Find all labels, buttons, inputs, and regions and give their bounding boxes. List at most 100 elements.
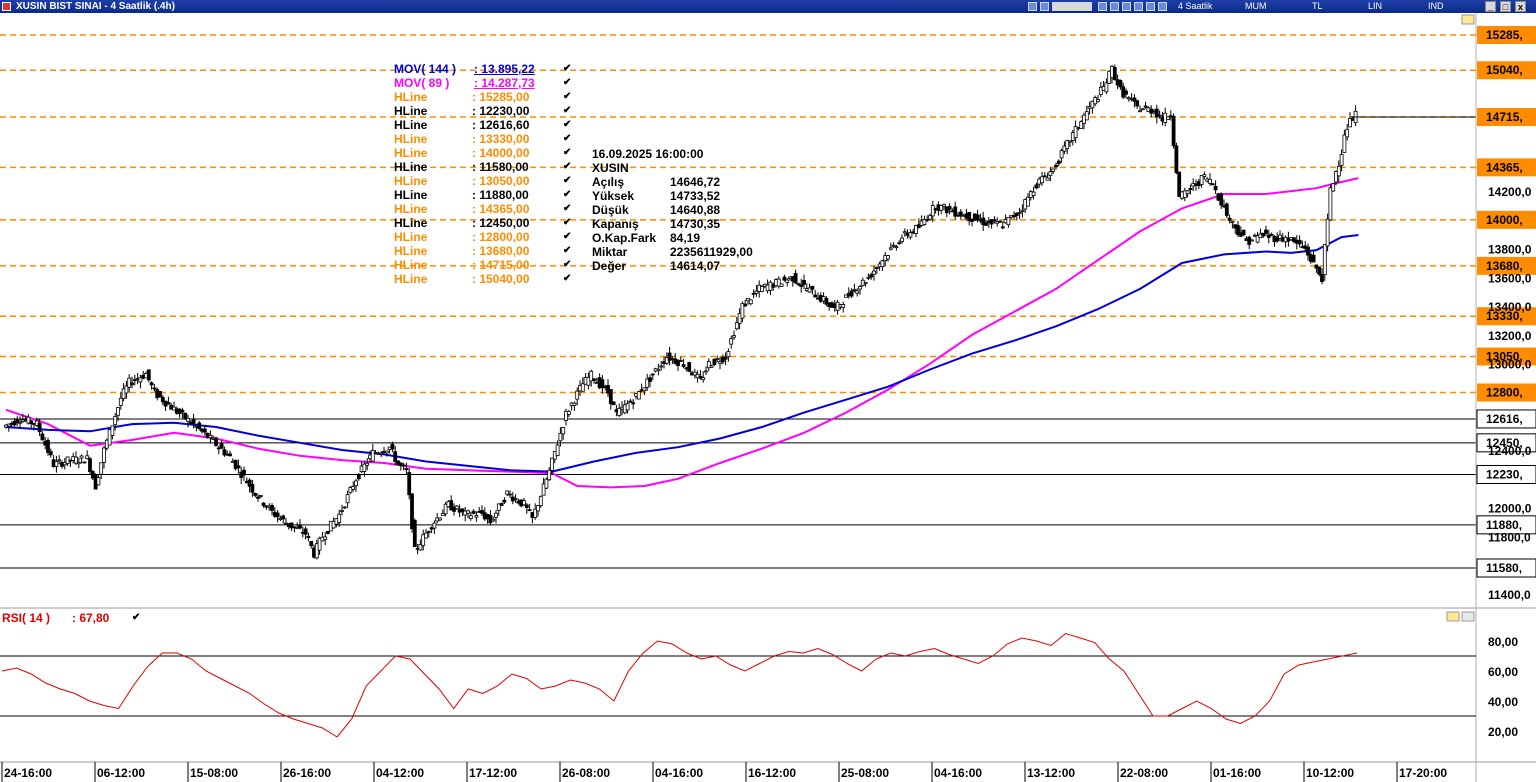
legend-label-5: HLine xyxy=(394,132,428,146)
candle-body xyxy=(160,397,165,403)
candle-body xyxy=(1026,196,1030,207)
legend-check-icon[interactable]: ✔ xyxy=(563,161,572,172)
legend-check-icon[interactable]: ✔ xyxy=(563,259,572,270)
candle-body xyxy=(183,412,188,420)
settings-icon[interactable] xyxy=(1146,2,1155,11)
hline-tag-12800 xyxy=(1477,383,1536,402)
legend-check-icon[interactable]: ✔ xyxy=(563,147,572,158)
candle-body xyxy=(314,543,319,559)
candle-body xyxy=(1255,235,1260,243)
mov144-line xyxy=(5,234,1359,473)
expand-icon[interactable] xyxy=(1158,2,1167,11)
rsi-tick-1: 60,00 xyxy=(1488,665,1518,679)
bar-info-label-5: Miktar xyxy=(592,245,628,259)
candle-body xyxy=(228,453,232,457)
candle-body xyxy=(1065,140,1070,149)
candle-body xyxy=(1073,126,1078,139)
candle-body xyxy=(208,434,213,439)
candle-body xyxy=(466,510,470,514)
rsi-tick-2: 40,00 xyxy=(1488,695,1518,709)
time-tick-5: 17-12:00 xyxy=(469,766,517,780)
candle-body xyxy=(1112,67,1117,80)
template-select[interactable] xyxy=(1052,2,1092,11)
period-selector[interactable]: 4 Saatlik xyxy=(1178,1,1213,11)
legend-check-icon[interactable]: ✔ xyxy=(563,245,572,256)
chart-icon[interactable] xyxy=(1028,2,1037,11)
candle-body xyxy=(253,492,258,496)
grid-icon[interactable] xyxy=(1110,2,1119,11)
candle-body xyxy=(524,504,529,508)
candle-body xyxy=(1138,110,1142,113)
legend-check-icon[interactable]: ✔ xyxy=(563,273,572,284)
hline-tag-label-14000: 14000, xyxy=(1486,213,1523,227)
candle-body xyxy=(1096,99,1100,102)
candle-body xyxy=(1208,178,1212,184)
candle-body xyxy=(113,416,118,426)
candle-body xyxy=(575,390,580,400)
rsi-panel: 80,00 60,00 40,00 20,00 xyxy=(0,632,1518,739)
legend-check-icon[interactable]: ✔ xyxy=(563,119,572,130)
legend-check-icon[interactable]: ✔ xyxy=(563,189,572,200)
candle-body xyxy=(1154,108,1159,118)
candle-body xyxy=(1261,232,1266,237)
hline-tag-label-15040: 15040, xyxy=(1486,63,1523,77)
candle-body xyxy=(793,272,798,284)
maximize-button[interactable]: □ xyxy=(1500,1,1511,12)
indicator-selector[interactable]: IND xyxy=(1428,1,1444,11)
hline-tag-15285 xyxy=(1477,26,1536,44)
panel-toggle-icon[interactable] xyxy=(1461,14,1475,25)
legend-check-icon[interactable]: ✔ xyxy=(563,105,572,116)
price-tick-7: 12000,0 xyxy=(1488,502,1532,516)
legend-label-9: HLine xyxy=(394,188,428,202)
minimize-button[interactable]: _ xyxy=(1485,1,1496,12)
candle-body xyxy=(1132,97,1137,102)
close-button[interactable]: x xyxy=(1515,1,1526,12)
moving-averages xyxy=(5,177,1359,489)
candle-body xyxy=(351,486,356,490)
candle-body xyxy=(1241,229,1246,236)
hline-tag-label-12230: 12230, xyxy=(1486,467,1523,481)
draw-icon[interactable] xyxy=(1122,2,1131,11)
legend-value-3: : 12230,00 xyxy=(472,104,530,118)
candle-body xyxy=(180,409,185,413)
legend-check-icon[interactable]: ✔ xyxy=(563,231,572,242)
rsi-panel-restore-icon[interactable] xyxy=(1446,611,1460,622)
time-tick-10: 04-16:00 xyxy=(934,766,982,780)
save-icon[interactable] xyxy=(1040,2,1049,11)
candle-body xyxy=(810,285,815,290)
candle-body xyxy=(412,519,417,547)
candle-body xyxy=(628,400,633,403)
candle-body xyxy=(421,534,426,546)
rsi-check-icon[interactable]: ✔ xyxy=(132,612,141,623)
currency-selector[interactable]: TL xyxy=(1312,1,1323,11)
legend-check-icon[interactable]: ✔ xyxy=(563,203,572,214)
candle-body xyxy=(1297,239,1302,245)
candle-body xyxy=(505,490,510,495)
zoom-icon[interactable] xyxy=(1098,2,1107,11)
price-chart[interactable]: 15285, 15040, 14715, 14365, 14000, 13680, 1333… xyxy=(0,13,1536,782)
candle-body xyxy=(146,369,151,381)
time-tick-9: 25-08:00 xyxy=(841,766,889,780)
legend-check-icon[interactable]: ✔ xyxy=(563,217,572,228)
candle-body xyxy=(390,443,395,450)
candle-body xyxy=(858,286,862,290)
indicator-icon[interactable] xyxy=(1134,2,1143,11)
candle-body xyxy=(802,279,806,285)
hline-tag-label-13050: 13050, xyxy=(1486,350,1523,364)
legend-check-icon[interactable]: ✔ xyxy=(563,91,572,102)
candle-body xyxy=(275,512,280,518)
candle-body xyxy=(289,522,294,529)
scale-selector[interactable]: LIN xyxy=(1368,1,1383,11)
legend-check-icon[interactable]: ✔ xyxy=(563,175,572,186)
candle-body xyxy=(874,267,879,269)
candle-body xyxy=(138,377,143,383)
candle-body xyxy=(701,377,706,381)
hline-tag-15040 xyxy=(1477,61,1536,80)
legend-check-icon[interactable]: ✔ xyxy=(563,63,572,74)
rsi-panel-close-icon[interactable] xyxy=(1461,611,1475,622)
candle-body xyxy=(656,368,661,372)
chart-type-selector[interactable]: MUM xyxy=(1245,1,1267,11)
legend-check-icon[interactable]: ✔ xyxy=(563,77,572,88)
legend-check-icon[interactable]: ✔ xyxy=(563,133,572,144)
candle-body xyxy=(608,389,613,405)
